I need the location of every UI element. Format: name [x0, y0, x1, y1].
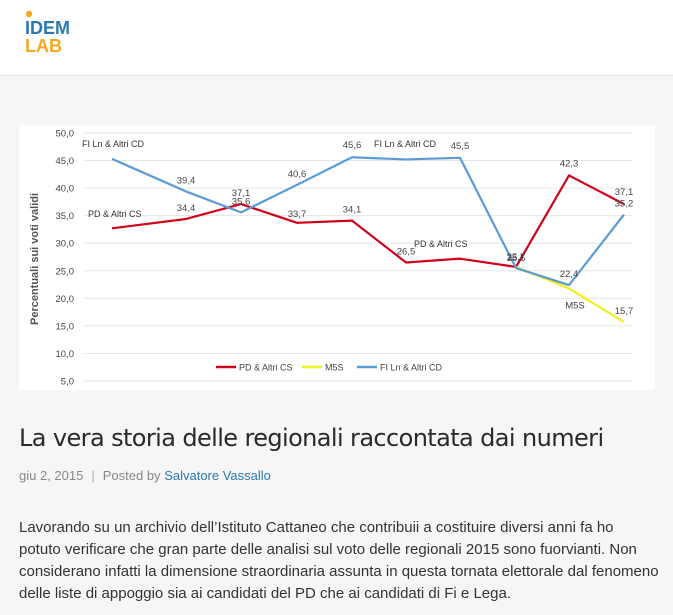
data-label: 25,5: [507, 253, 526, 264]
data-label: 45,5: [451, 141, 470, 152]
legend-label: M5S: [325, 363, 344, 373]
data-label: 45,6: [343, 140, 362, 151]
y-axis-label: Percentuali sui voti validi: [29, 193, 41, 325]
y-tick-label: 30,0: [56, 239, 75, 250]
y-tick-label: 45,0: [56, 156, 75, 167]
y-tick-label: 10,0: [56, 349, 75, 360]
y-tick-label: 20,0: [56, 294, 75, 305]
site-header: IDEM LAB: [0, 0, 673, 76]
author-link[interactable]: Salvatore Vassallo: [164, 468, 271, 483]
post-title[interactable]: La vera storia delle regionali raccontat…: [19, 424, 604, 452]
logo-line1: IDEM: [25, 18, 70, 38]
legend-label: FI Ln & Altri CD: [380, 363, 443, 373]
data-label: 39,4: [177, 175, 196, 186]
series-line-2: [111, 156, 625, 287]
y-tick-label: 35,0: [56, 211, 75, 222]
chart-annotation: FI Ln & Altri CD: [374, 139, 437, 149]
series-line-0: [111, 174, 625, 269]
data-label: 15,7: [615, 306, 634, 317]
chart-annotation: PD & Altri CS: [88, 209, 142, 219]
data-label: 22,4: [560, 269, 579, 280]
logo-dot: [25, 10, 33, 18]
data-label: 35,6: [232, 196, 251, 207]
data-label: 26,5: [397, 247, 416, 258]
data-label: 33,7: [288, 209, 307, 220]
legend-label: PD & Altri CS: [239, 363, 293, 373]
post-excerpt: Lavorando su un archivio dell’Istituto C…: [19, 519, 659, 602]
data-label: 37,1: [232, 188, 251, 199]
data-label: 40,6: [288, 169, 307, 180]
y-tick-label: 40,0: [56, 184, 75, 195]
chart-annotation: PD & Altri CS: [414, 239, 468, 249]
chart-annotation: FI Ln & Altri CD: [82, 139, 145, 149]
line-chart: 50,0 45,0 40,0 35,0 30,0 25,0 20,0 15,0 10,0 5,0 P…: [29, 129, 634, 388]
y-tick-label: 15,0: [56, 321, 75, 332]
data-label: 42,3: [560, 158, 579, 169]
data-label: 25,7: [507, 252, 526, 263]
data-label: M5S: [565, 300, 585, 311]
data-label: 34,1: [343, 205, 362, 216]
data-label: 35,2: [615, 199, 634, 210]
idemlab-logo[interactable]: IDEM LAB: [24, 8, 84, 58]
data-label: 34,4: [177, 203, 196, 214]
meta-separator: |: [91, 468, 95, 483]
featured-chart: 50,0 45,0 40,0 35,0 30,0 25,0 20,0 15,0 10,0 5,0 P…: [19, 125, 655, 390]
posted-by-label: Posted by: [102, 468, 161, 483]
y-tick-label: 25,0: [56, 266, 75, 277]
post-meta: giu 2, 2015 | Posted by Salvatore Vassallo: [19, 468, 271, 483]
data-label: 37,1: [615, 187, 634, 198]
post-date: giu 2, 2015: [19, 468, 84, 483]
logo-line2: LAB: [25, 36, 62, 56]
y-tick-label: 5,0: [61, 377, 74, 388]
y-tick-label: 50,0: [56, 129, 75, 140]
